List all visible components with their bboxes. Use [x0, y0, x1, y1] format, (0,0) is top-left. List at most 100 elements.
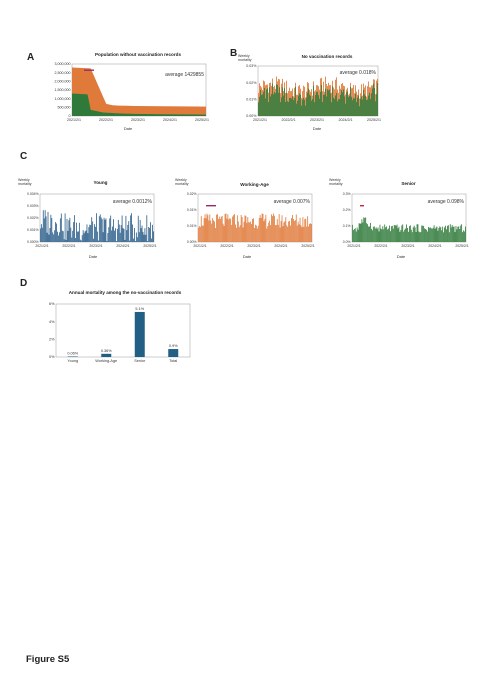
bar	[271, 214, 272, 242]
bar	[51, 218, 53, 242]
average-annotation: average 0.098%	[428, 199, 465, 205]
bar-front	[341, 90, 342, 116]
bar	[227, 214, 229, 242]
bar	[307, 216, 309, 242]
bar	[63, 239, 65, 242]
bar	[93, 238, 95, 242]
bar-front	[325, 88, 326, 116]
data-label: 0.9%	[169, 344, 178, 348]
bar	[135, 232, 137, 242]
bar	[422, 225, 424, 242]
bar-front	[345, 103, 346, 116]
bar-front	[362, 99, 363, 116]
bar	[78, 222, 80, 242]
bar-front	[365, 96, 366, 116]
bar	[94, 224, 95, 242]
x-tick-label: 2022/2/1	[62, 244, 75, 248]
bar-front	[350, 86, 351, 116]
x-tick-label: 2025/2/1	[367, 118, 381, 122]
bar	[435, 227, 437, 242]
bar	[419, 232, 421, 242]
y-tick-label: 0	[69, 114, 71, 118]
x-tick-label: 2021/2/1	[67, 118, 81, 122]
bar	[213, 220, 215, 242]
x-axis-label: Date	[242, 254, 252, 259]
bar-front	[368, 95, 369, 116]
bar	[130, 215, 132, 242]
bar	[441, 230, 443, 242]
bar	[220, 216, 222, 242]
bar-front	[271, 93, 272, 116]
bar	[47, 211, 49, 242]
bar	[456, 229, 458, 242]
x-tick-label: 2021/2/1	[253, 118, 267, 122]
x-tick-label: 2024/2/1	[163, 118, 177, 122]
bar-front	[290, 97, 291, 116]
bar	[103, 217, 105, 242]
x-axis-label: Date	[88, 254, 98, 259]
bar	[423, 225, 425, 242]
bar	[261, 213, 263, 242]
x-tick-label: 2023/2/1	[401, 244, 414, 248]
bar	[210, 220, 212, 242]
x-tick-label: 2022/2/1	[282, 118, 296, 122]
y-tick-label: 0.2%	[343, 208, 351, 212]
bar	[215, 227, 216, 242]
bar	[459, 228, 461, 242]
bar	[410, 229, 412, 242]
bar	[392, 228, 394, 242]
bar	[43, 218, 45, 242]
x-tick-label: 2024/2/1	[274, 244, 287, 248]
bar	[256, 228, 258, 242]
bar	[132, 224, 133, 242]
bar	[382, 226, 384, 242]
y-axis-label: Weekly mortality	[18, 178, 32, 186]
x-axis-label: Date	[312, 126, 322, 131]
plot-frame	[55, 303, 191, 358]
bar	[356, 227, 358, 242]
bar-front	[316, 91, 317, 116]
bar	[58, 235, 59, 242]
bar	[40, 228, 41, 242]
bar	[106, 240, 108, 242]
bar-front	[372, 88, 373, 116]
bar	[83, 233, 85, 242]
y-tick-label: 1,000,000	[55, 97, 71, 101]
bar-front	[376, 94, 377, 116]
bar	[127, 224, 129, 242]
bar	[279, 227, 281, 242]
bar-front	[260, 89, 261, 116]
bar-front	[320, 91, 321, 116]
bar-front	[300, 94, 301, 116]
bar	[99, 214, 101, 242]
bar	[275, 224, 277, 242]
bar-front	[367, 99, 368, 116]
bar	[255, 224, 256, 242]
bar	[116, 228, 118, 242]
chart-title: Working-Age	[240, 182, 269, 187]
bar-front	[270, 96, 271, 116]
bar	[116, 241, 117, 242]
bar-front	[371, 93, 372, 116]
bar	[412, 227, 414, 242]
bar	[280, 221, 282, 242]
average-annotation: average 1429855	[165, 72, 204, 78]
y-tick-label: 0.002%	[27, 216, 39, 220]
bar-front	[339, 99, 340, 116]
bar-front	[277, 84, 278, 116]
x-tick-label: 2024/2/1	[339, 118, 353, 122]
bar-front	[259, 96, 260, 116]
bar	[67, 230, 69, 242]
y-axis-label: Weekly mortality	[329, 178, 343, 186]
bar	[249, 222, 251, 242]
bar	[431, 228, 433, 242]
bar	[358, 223, 360, 242]
bar-front	[340, 94, 341, 116]
bar	[77, 231, 78, 242]
bar	[274, 225, 276, 242]
bar	[108, 227, 110, 242]
bar-front	[310, 95, 311, 116]
bar	[124, 239, 126, 242]
bar-front	[366, 100, 367, 116]
bar	[309, 223, 310, 242]
